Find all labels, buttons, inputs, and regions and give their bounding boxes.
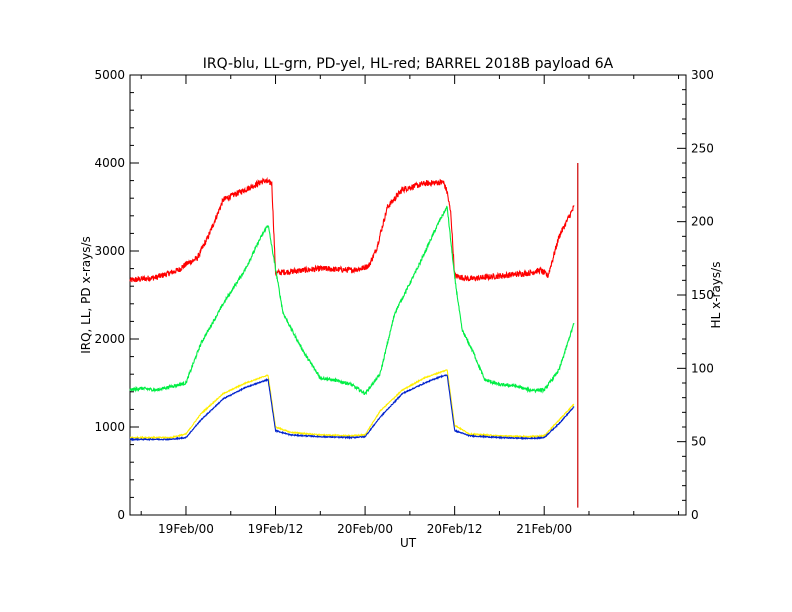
series-pd-line <box>129 369 575 440</box>
y-tick-left-label: 5000 <box>94 68 125 82</box>
y-tick-right-label: 0 <box>691 508 699 522</box>
x-axis-label: UT <box>400 536 417 550</box>
x-tick-label: 20Feb/12 <box>427 522 483 536</box>
series-layer <box>129 163 579 508</box>
y-tick-right-label: 200 <box>691 215 714 229</box>
plot-frame <box>129 74 687 516</box>
y-tick-right-label: 100 <box>691 361 714 375</box>
x-tick-label: 19Feb/00 <box>158 522 214 536</box>
y-tick-left-label: 0 <box>117 508 125 522</box>
series-irq-line <box>129 374 575 442</box>
x-tick-label: 21Feb/00 <box>516 522 572 536</box>
axis-layer: 19Feb/00 19Feb/12 20Feb/00 20Feb/12 21Feb/00… <box>94 68 713 536</box>
series-ll-line <box>129 205 575 396</box>
y-tick-left-label: 4000 <box>94 156 125 170</box>
x-tick-label: 19Feb/12 <box>248 522 304 536</box>
chart-title: IRQ-blu, LL-grn, PD-yel, HL-red; BARREL … <box>203 56 614 72</box>
y-tick-right-label: 300 <box>691 68 714 82</box>
y-tick-right-label: 50 <box>691 435 706 449</box>
y-tick-left-label: 2000 <box>94 332 125 346</box>
y-axis-right-label: HL x-rays/s <box>709 262 723 329</box>
y-tick-left-label: 1000 <box>94 420 125 434</box>
x-tick-label: 20Feb/00 <box>337 522 393 536</box>
y-tick-left-label: 3000 <box>94 244 125 258</box>
y-tick-right-label: 150 <box>691 288 714 302</box>
y-axis-left-label: IRQ, LL, PD x-rays/s <box>79 236 93 354</box>
series-hl-line <box>129 176 575 283</box>
y-tick-right-label: 250 <box>691 141 714 155</box>
